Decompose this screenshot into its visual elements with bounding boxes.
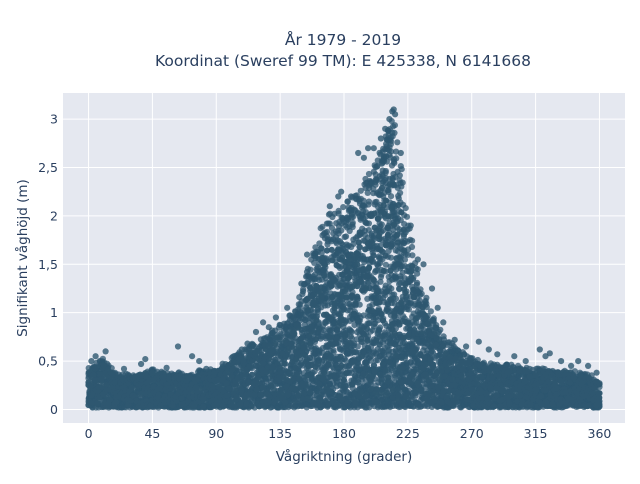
scatter-point	[404, 214, 410, 220]
scatter-point	[437, 327, 443, 333]
scatter-point	[406, 306, 412, 312]
scatter-point	[409, 238, 415, 244]
scatter-point	[377, 324, 383, 330]
scatter-point	[388, 193, 394, 199]
scatter-point	[340, 204, 346, 210]
scatter-point	[366, 199, 372, 205]
scatter-point	[307, 267, 313, 273]
scatter-point	[366, 220, 372, 226]
scatter-point	[409, 244, 415, 250]
scatter-point	[349, 329, 355, 335]
scatter-point	[394, 139, 400, 145]
scatter-point	[415, 266, 421, 272]
scatter-point	[383, 170, 389, 176]
scatter-point	[397, 190, 403, 196]
scatter-point	[399, 166, 405, 172]
scatter-point	[428, 308, 434, 314]
scatter-point	[397, 172, 403, 178]
scatter-point	[338, 227, 344, 233]
scatter-point	[391, 130, 397, 136]
scatter-point	[324, 229, 330, 235]
scatter-point	[388, 141, 394, 147]
scatter-point	[392, 122, 398, 128]
scatter-point	[400, 180, 406, 186]
scatter-point	[350, 241, 356, 247]
scatter-point	[377, 279, 383, 285]
scatter-point	[379, 221, 385, 227]
scatter-point	[388, 255, 394, 261]
scatter-point	[393, 296, 399, 302]
scatter-point	[350, 224, 356, 230]
scatter-point	[343, 233, 349, 239]
scatter-point	[393, 155, 399, 161]
scatter-point	[344, 199, 350, 205]
scatter-point	[409, 252, 415, 258]
